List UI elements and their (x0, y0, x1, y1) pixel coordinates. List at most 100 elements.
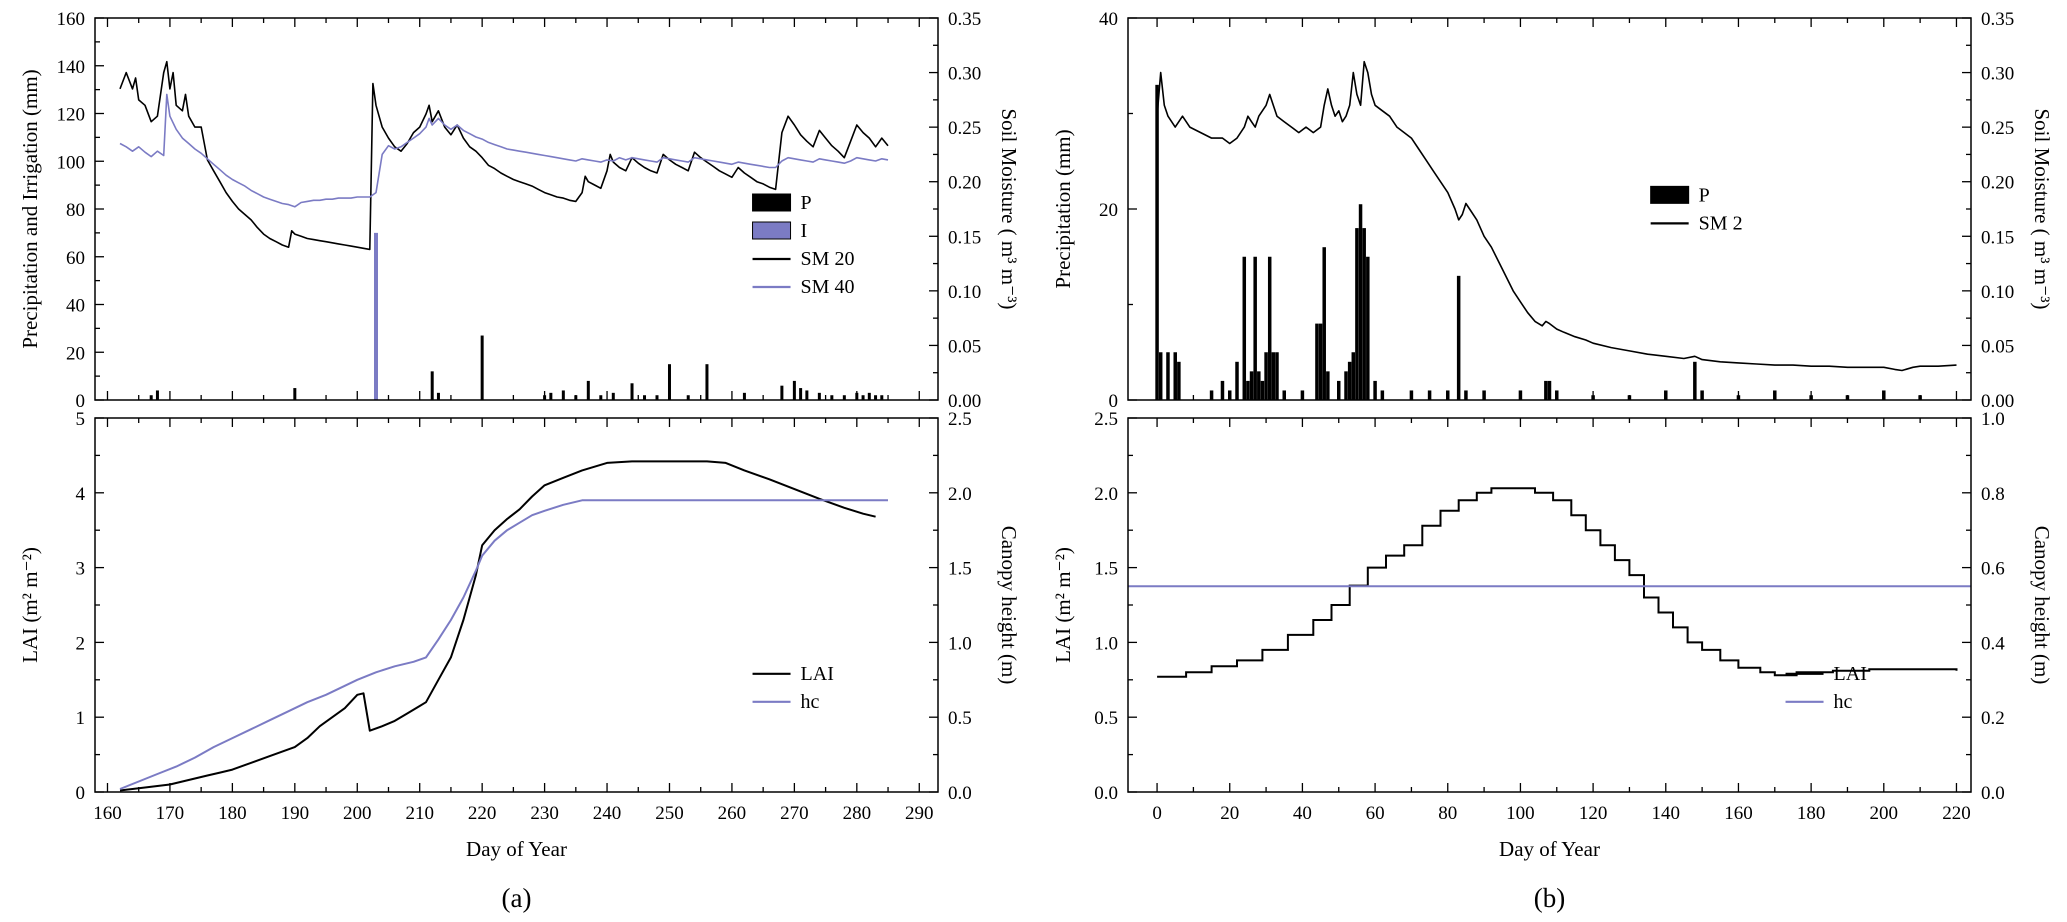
svg-text:0.4: 0.4 (1981, 633, 2005, 654)
svg-text:200: 200 (343, 803, 372, 824)
svg-text:250: 250 (655, 803, 684, 824)
panel-a: 0 20 40 60 80 100 120 140 160 Precipitation and I… (0, 0, 1033, 922)
svg-text:180: 180 (218, 803, 247, 824)
svg-text:Soil Moisture ( m³ m⁻³): Soil Moisture ( m³ m⁻³) (2030, 108, 2054, 309)
svg-text:20: 20 (1099, 200, 1118, 221)
svg-text:2: 2 (76, 633, 86, 654)
chart-precipitation-soil-moisture: 0 20 40 Precipitation (mm) 0.00 0.05 0.10 0.15 0… (1051, 9, 2054, 410)
svg-text:40: 40 (1293, 803, 1312, 824)
chart-lai-canopy-height-b: 0 20 40 60 80 100 120 140 160 180 200 220 Day of Yea… (1051, 410, 2054, 861)
svg-text:120: 120 (57, 105, 86, 126)
svg-text:180: 180 (1797, 803, 1826, 824)
svg-text:240: 240 (593, 803, 622, 824)
svg-text:LAI: LAI (1834, 663, 1867, 685)
svg-text:0.0: 0.0 (948, 783, 972, 804)
svg-text:Day of Year: Day of Year (466, 837, 567, 861)
svg-text:0.00: 0.00 (1981, 391, 2014, 410)
svg-text:Soil Moisture ( m³ m⁻³): Soil Moisture ( m³ m⁻³) (997, 108, 1021, 309)
svg-text:160: 160 (1724, 803, 1753, 824)
svg-text:140: 140 (1652, 803, 1681, 824)
svg-text:230: 230 (530, 803, 559, 824)
svg-text:0: 0 (76, 391, 86, 410)
svg-text:0.20: 0.20 (1981, 173, 2014, 194)
svg-text:160: 160 (93, 803, 122, 824)
caption-b: (b) (1533, 883, 1566, 913)
svg-text:0.30: 0.30 (948, 64, 981, 85)
svg-text:40: 40 (66, 296, 85, 317)
svg-text:2.5: 2.5 (1094, 410, 1118, 430)
svg-text:0.5: 0.5 (1094, 708, 1118, 729)
svg-text:LAI (m² m⁻²): LAI (m² m⁻²) (1051, 547, 1075, 663)
svg-text:0.05: 0.05 (948, 336, 981, 357)
svg-text:0.2: 0.2 (1981, 708, 2005, 729)
svg-text:220: 220 (1942, 803, 1971, 824)
svg-text:0.15: 0.15 (948, 227, 981, 248)
svg-text:170: 170 (156, 803, 185, 824)
svg-text:0.05: 0.05 (1981, 336, 2014, 357)
svg-text:I: I (801, 220, 808, 242)
svg-text:120: 120 (1579, 803, 1608, 824)
svg-text:1.0: 1.0 (1094, 633, 1118, 654)
svg-text:Precipitation (mm): Precipitation (mm) (1051, 129, 1075, 288)
svg-text:220: 220 (468, 803, 497, 824)
svg-text:P: P (1699, 184, 1710, 206)
svg-text:0.35: 0.35 (948, 9, 981, 30)
svg-text:280: 280 (843, 803, 872, 824)
svg-text:0.15: 0.15 (1981, 227, 2014, 248)
svg-text:0.25: 0.25 (948, 118, 981, 139)
svg-text:80: 80 (66, 200, 85, 221)
svg-text:0.5: 0.5 (948, 708, 972, 729)
svg-text:4: 4 (76, 484, 86, 505)
svg-text:1.5: 1.5 (948, 559, 972, 580)
svg-text:Precipitation and Irrigation (: Precipitation and Irrigation (mm) (18, 69, 42, 348)
svg-text:1: 1 (76, 708, 86, 729)
svg-text:0.10: 0.10 (948, 282, 981, 303)
svg-text:SM 2: SM 2 (1699, 212, 1743, 234)
svg-text:0.10: 0.10 (1981, 282, 2014, 303)
svg-text:hc: hc (1834, 691, 1853, 713)
svg-text:40: 40 (1099, 9, 1118, 30)
svg-text:3: 3 (76, 559, 86, 580)
svg-text:1.0: 1.0 (948, 633, 972, 654)
svg-text:270: 270 (780, 803, 809, 824)
svg-text:0.0: 0.0 (1094, 783, 1118, 804)
svg-text:0: 0 (1152, 803, 1162, 824)
svg-text:140: 140 (57, 57, 86, 78)
svg-text:210: 210 (405, 803, 434, 824)
svg-text:0.00: 0.00 (948, 391, 981, 410)
svg-text:20: 20 (1220, 803, 1239, 824)
svg-text:Canopy height (m): Canopy height (m) (2030, 526, 2054, 685)
chart-lai-canopy-height-a: 160 170 180 190 200 210 220 230 240 250 260 270 280 2… (18, 410, 1021, 861)
svg-text:LAI: LAI (801, 663, 834, 685)
svg-text:hc: hc (801, 691, 820, 713)
svg-text:SM 40: SM 40 (801, 276, 855, 298)
svg-text:200: 200 (1870, 803, 1899, 824)
svg-text:LAI (m² m⁻²): LAI (m² m⁻²) (18, 547, 42, 663)
svg-text:2.0: 2.0 (948, 484, 972, 505)
svg-text:2.0: 2.0 (1094, 484, 1118, 505)
svg-text:P: P (801, 192, 812, 214)
svg-text:80: 80 (1438, 803, 1457, 824)
svg-text:2.5: 2.5 (948, 410, 972, 430)
svg-text:0.35: 0.35 (1981, 9, 2014, 30)
svg-text:0: 0 (76, 783, 86, 804)
svg-text:0.30: 0.30 (1981, 64, 2014, 85)
svg-text:0: 0 (1109, 391, 1119, 410)
svg-text:60: 60 (1366, 803, 1385, 824)
chart-precipitation-irrigation-soil-moisture: 0 20 40 60 80 100 120 140 160 Precipitation and I… (18, 9, 1021, 410)
svg-text:260: 260 (718, 803, 747, 824)
svg-text:100: 100 (1506, 803, 1535, 824)
svg-text:100: 100 (57, 152, 86, 173)
caption-a: (a) (501, 883, 532, 913)
svg-text:SM 20: SM 20 (801, 248, 855, 270)
svg-text:0.25: 0.25 (1981, 118, 2014, 139)
svg-text:0.20: 0.20 (948, 173, 981, 194)
svg-text:290: 290 (905, 803, 934, 824)
svg-text:5: 5 (76, 410, 86, 430)
svg-text:0.6: 0.6 (1981, 559, 2005, 580)
svg-text:0.0: 0.0 (1981, 783, 2005, 804)
svg-text:160: 160 (57, 9, 86, 30)
svg-text:Canopy height (m): Canopy height (m) (997, 526, 1021, 685)
svg-text:190: 190 (281, 803, 310, 824)
